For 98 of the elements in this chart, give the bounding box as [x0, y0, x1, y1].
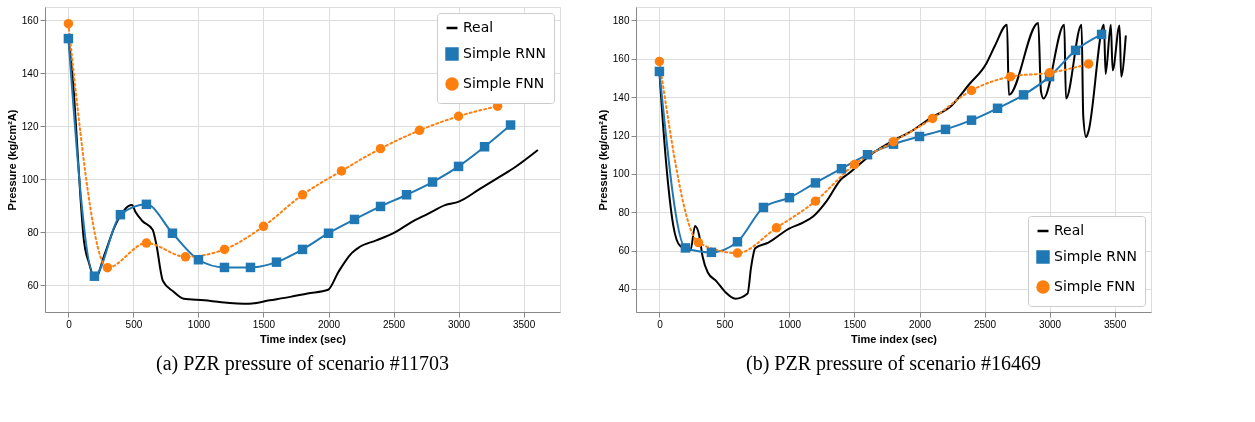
x-tick-label: 2500 [382, 318, 406, 330]
x-tick-label: 0 [657, 318, 664, 330]
point [914, 131, 925, 142]
y-tick-label: 40 [618, 283, 630, 295]
y-tick-label: 100 [612, 168, 630, 180]
point [706, 247, 717, 258]
point [63, 18, 74, 29]
x-tick-label: 3500 [1103, 318, 1127, 330]
point [102, 262, 113, 273]
point [654, 66, 665, 77]
point [271, 257, 282, 267]
legend-label: Simple FNN [463, 75, 545, 91]
point [849, 159, 860, 170]
point [453, 111, 464, 121]
point [336, 166, 347, 176]
point [193, 255, 204, 265]
x-axis-title: Time index (sec) [851, 332, 938, 345]
y-tick-label: 160 [612, 53, 630, 65]
point [323, 228, 334, 238]
point [453, 161, 464, 172]
y-tick-label: 100 [21, 173, 39, 185]
point [836, 163, 847, 174]
x-tick-label: 2500 [973, 318, 997, 330]
point [966, 85, 977, 96]
point [654, 56, 665, 67]
x-tick-label: 1500 [843, 318, 867, 330]
y-tick-label: 160 [21, 14, 39, 26]
point [167, 228, 178, 238]
point [479, 142, 490, 152]
point [862, 149, 873, 160]
point [427, 177, 438, 187]
point [1018, 90, 1029, 100]
point [1044, 68, 1055, 78]
y-tick-label: 120 [21, 120, 39, 132]
y-axis-title: Pressure (kg/cm²A) [5, 109, 18, 211]
point [1070, 45, 1081, 56]
point [966, 115, 977, 125]
point [180, 252, 191, 262]
point [297, 244, 308, 255]
point [245, 262, 256, 273]
y-axis-title: Pressure (kg/cm²A) [596, 109, 609, 211]
point [89, 271, 100, 281]
point [141, 238, 152, 248]
point [505, 120, 516, 130]
point [375, 201, 386, 212]
point [401, 190, 412, 200]
x-tick-label: 500 [125, 318, 143, 330]
point [219, 262, 230, 273]
legend-label: Real [1054, 222, 1085, 238]
text: (b) PZR pressure of scenario #16469 [746, 352, 1041, 375]
y-tick-label: 80 [27, 226, 39, 238]
x-tick-label: 1000 [187, 318, 211, 330]
point [414, 125, 425, 136]
y-tick-label: 60 [27, 279, 39, 291]
point [115, 209, 126, 220]
point [1083, 59, 1094, 69]
y-tick-label: 180 [612, 14, 630, 26]
point [349, 214, 360, 225]
x-tick-label: 3000 [1038, 318, 1062, 330]
point [297, 190, 308, 200]
point [758, 202, 769, 213]
x-tick-label: 2000 [317, 318, 341, 330]
legend-label: Simple FNN [1054, 278, 1136, 294]
point [771, 223, 782, 233]
y-tick-label: 80 [618, 206, 630, 218]
point [810, 196, 821, 206]
text: (a) PZR pressure of scenario #11703 [155, 352, 450, 375]
point [375, 143, 386, 154]
point [1096, 29, 1107, 40]
x-tick-label: 2000 [908, 318, 932, 330]
x-tick-label: 500 [716, 318, 734, 330]
x-tick-label: 1000 [778, 318, 802, 330]
legend-label: Simple RNN [463, 45, 546, 61]
point [1005, 71, 1016, 82]
point [810, 178, 821, 188]
y-tick-label: 140 [612, 91, 630, 103]
point [63, 33, 74, 44]
x-tick-label: 0 [66, 318, 73, 330]
y-tick-label: 140 [21, 67, 39, 79]
point [784, 192, 795, 203]
point [732, 248, 743, 258]
y-tick-label: 60 [618, 245, 630, 257]
point [992, 103, 1003, 114]
point [141, 199, 152, 210]
point [927, 113, 938, 124]
point [732, 237, 743, 247]
point [680, 243, 691, 253]
point [258, 221, 269, 232]
x-tick-label: 3500 [512, 318, 536, 330]
x-tick-label: 1500 [252, 318, 276, 330]
point [940, 124, 951, 135]
point [219, 244, 230, 255]
y-tick-label: 120 [612, 130, 630, 142]
x-tick-label: 3000 [447, 318, 471, 330]
legend-label: Real [463, 19, 494, 35]
legend-label: Simple RNN [1054, 248, 1137, 264]
point [693, 237, 704, 248]
x-axis-title: Time index (sec) [260, 332, 347, 345]
